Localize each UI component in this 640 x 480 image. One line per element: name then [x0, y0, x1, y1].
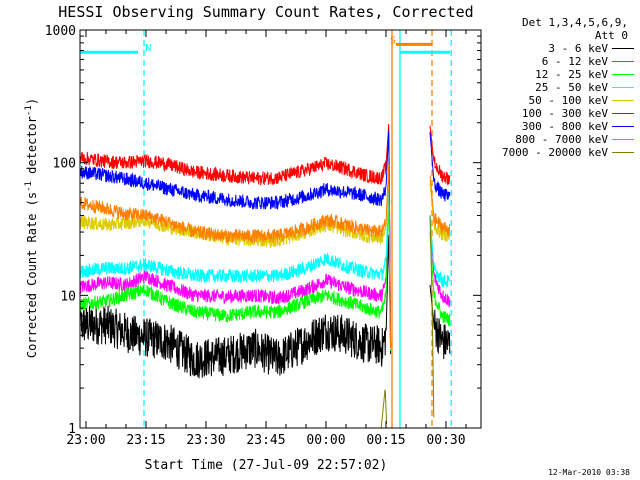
series-line-8 [380, 389, 388, 428]
series-line-post-7 [429, 175, 451, 237]
legend-entry: 100 - 300 keV [484, 107, 634, 120]
y-tick-label-2: 100 [53, 157, 76, 172]
legend-swatch [612, 139, 634, 140]
legend-entry: 25 - 50 keV [484, 81, 634, 94]
legend-label: 50 - 100 keV [528, 94, 608, 107]
series-line-post-4 [429, 183, 451, 243]
legend-swatch [612, 74, 634, 75]
series-line-post-6 [429, 132, 451, 202]
plot-frame [79, 29, 482, 429]
legend-label: 12 - 25 keV [535, 68, 608, 81]
legend: Det 1,3,4,5,6,9, Att 0 3 - 6 keV 6 - 12 k… [484, 16, 634, 159]
legend-label: 7000 - 20000 keV [502, 146, 608, 159]
legend-swatch [612, 100, 634, 101]
series-line-post-5 [429, 125, 451, 186]
x-tick-label-0: 23:00 [66, 433, 105, 448]
legend-label: 100 - 300 keV [521, 107, 608, 120]
chart-title: HESSI Observing Summary Count Rates, Cor… [58, 3, 473, 21]
y-tick-label-1: 10 [60, 289, 76, 304]
flag-label-1: N [145, 43, 151, 54]
x-tick-label-1: 23:15 [126, 433, 165, 448]
y-axis-label-sup2: -1 [24, 105, 34, 116]
legend-entry: 50 - 100 keV [484, 94, 634, 107]
y-axis-label-sup1: -1 [24, 181, 34, 192]
x-tick-label-4: 00:00 [306, 433, 345, 448]
legend-entry: 300 - 800 keV [484, 120, 634, 133]
legend-header-line-2: Att 0 [594, 29, 628, 42]
flag-label-2: S [390, 35, 396, 46]
legend-entry: 800 - 7000 keV [484, 133, 634, 146]
legend-swatch [612, 152, 634, 153]
x-axis-label: Start Time (27-Jul-09 22:57:02) [145, 458, 388, 473]
legend-label: 3 - 6 keV [548, 42, 608, 55]
series-line-post-3 [429, 215, 451, 288]
series-line-2 [80, 194, 392, 351]
y-axis-label-mid: detector [25, 116, 39, 181]
x-tick-label-5: 00:15 [366, 433, 405, 448]
y-axis-label-end: ) [25, 98, 39, 105]
series-line-3 [80, 185, 392, 351]
series-line-1 [80, 178, 392, 350]
legend-swatch [612, 61, 634, 62]
x-tick-label-6: 00:30 [426, 433, 465, 448]
legend-entry: 6 - 12 keV [484, 55, 634, 68]
series-line-0 [80, 234, 392, 379]
timestamp: 12-Mar-2010 03:38 [548, 468, 630, 477]
legend-label: 25 - 50 keV [535, 81, 608, 94]
legend-swatch [612, 48, 634, 49]
series-line-6 [80, 130, 392, 346]
y-tick-label-0: 1 [68, 422, 76, 437]
legend-label: 6 - 12 keV [541, 55, 608, 68]
y-tick-label-3: 1000 [45, 24, 76, 39]
legend-swatch [612, 87, 634, 88]
series-line-7 [80, 164, 392, 349]
series-line-post-0 [429, 284, 451, 360]
x-tick-label-3: 23:45 [246, 433, 285, 448]
legend-entry: 3 - 6 keV [484, 42, 634, 55]
series-line-post-8 [429, 215, 435, 418]
y-axis-label-main: Corrected Count Rate (s [25, 192, 39, 358]
legend-header-line-1: Det 1,3,4,5,6,9, [522, 16, 628, 29]
legend-label: 300 - 800 keV [521, 120, 608, 133]
legend-label: 800 - 7000 keV [515, 133, 608, 146]
legend-entry: 7000 - 20000 keV [484, 146, 634, 159]
legend-swatch [612, 126, 634, 127]
y-axis-label: Corrected Count Rate (s-1 detector-1) [24, 98, 39, 358]
legend-swatch [612, 113, 634, 114]
series-line-5 [80, 123, 392, 346]
legend-entry: 12 - 25 keV [484, 68, 634, 81]
x-tick-label-2: 23:30 [186, 433, 225, 448]
series-line-post-2 [429, 231, 451, 327]
